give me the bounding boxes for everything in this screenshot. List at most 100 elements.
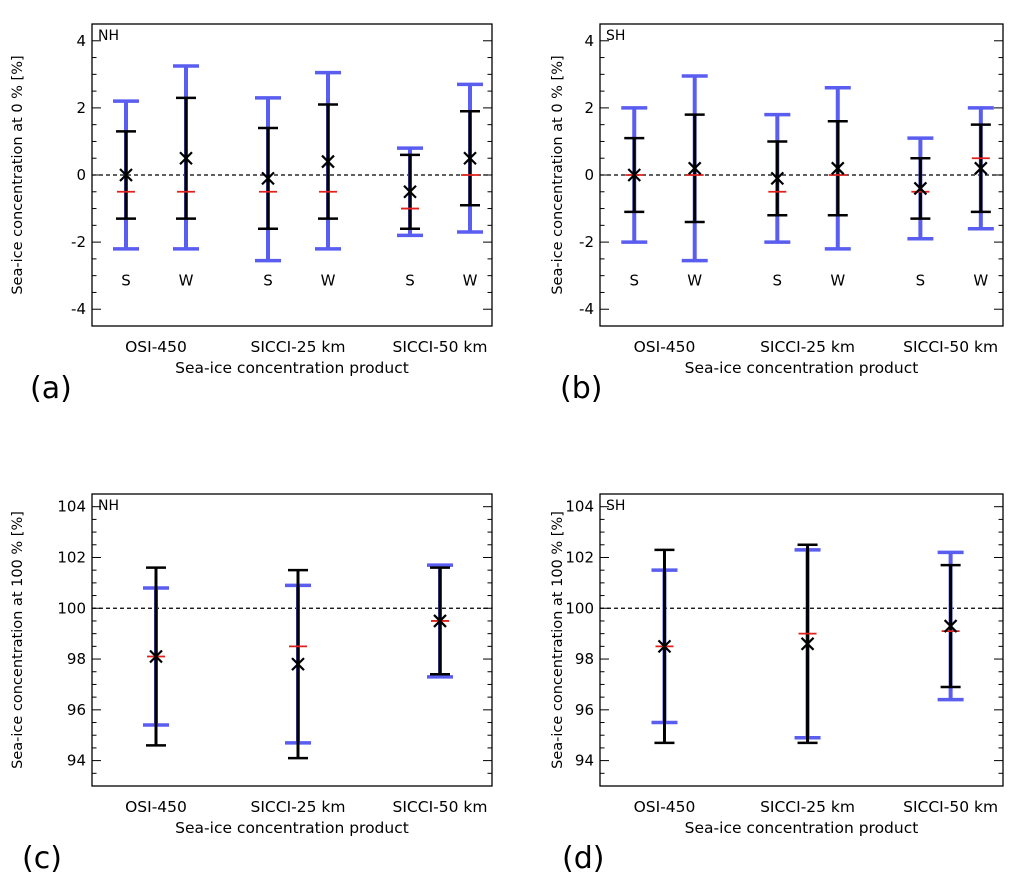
- x-axis-label: Sea-ice concentration product: [175, 819, 409, 837]
- y-tick-label: 96: [575, 701, 594, 719]
- mean-marker: [830, 161, 845, 176]
- panel-tag: (b): [560, 371, 602, 406]
- mean-marker: [179, 151, 193, 166]
- mean-marker: [149, 649, 163, 664]
- mean-marker: [943, 619, 958, 633]
- data-point: S: [621, 106, 648, 290]
- mean-marker: [433, 614, 447, 628]
- data-point: W: [967, 106, 994, 290]
- data-point: [285, 568, 311, 760]
- x-axis-label: Sea-ice concentration product: [685, 819, 919, 837]
- y-tick-label: 4: [584, 32, 594, 50]
- y-tick-label: 98: [67, 650, 86, 668]
- mean-marker: [657, 639, 672, 654]
- y-tick-label: 94: [67, 752, 86, 770]
- y-axis-label: Sea-ice concentration at 100 % [%]: [550, 511, 566, 769]
- x-category-label: SICCI-25 km: [251, 798, 346, 816]
- season-label: S: [773, 272, 783, 290]
- mean-marker: [687, 161, 702, 176]
- y-tick-label: -4: [71, 300, 86, 318]
- panel-tag: (a): [30, 371, 72, 406]
- mean-marker: [291, 657, 305, 671]
- season-label: W: [463, 272, 478, 290]
- panel-0: -4 -2 0 2 4 NH OSI-450 SICCI-25 km SICCI-50 km Se…: [10, 23, 493, 406]
- region-label: NH: [98, 498, 119, 514]
- y-axis-label: Sea-ice concentration at 0 % [%]: [550, 55, 566, 294]
- data-point: [794, 543, 821, 745]
- plot-frame: [91, 493, 493, 787]
- season-label: S: [121, 272, 131, 290]
- season-label: W: [321, 272, 336, 290]
- y-tick-label: 0: [76, 166, 86, 184]
- y-tick-label: 94: [575, 752, 594, 770]
- season-label: W: [973, 272, 988, 290]
- mean-marker: [463, 151, 477, 166]
- region-label: SH: [606, 28, 625, 44]
- y-tick-label: 102: [565, 548, 594, 566]
- data-point: [143, 566, 169, 747]
- x-category-label: SICCI-25 km: [760, 798, 855, 816]
- mean-marker: [321, 154, 335, 169]
- x-category-label: SICCI-25 km: [251, 338, 346, 356]
- y-tick-label: 96: [67, 701, 86, 719]
- season-label: S: [916, 272, 926, 290]
- y-tick-label: 4: [76, 32, 86, 50]
- panel-3: 94 96 98 100 102 104 SH OSI-450 SICCI-25 km SICCI…: [550, 493, 1004, 876]
- mean-marker: [403, 184, 417, 199]
- y-tick-label: 2: [76, 99, 86, 117]
- data-point: W: [315, 70, 341, 290]
- y-tick-label: 102: [57, 548, 86, 566]
- data-point: [937, 550, 964, 702]
- y-tick-label: -2: [71, 233, 86, 251]
- y-axis-label: Sea-ice concentration at 100 % [%]: [10, 511, 26, 769]
- season-label: W: [830, 272, 845, 290]
- mean-marker: [119, 168, 133, 182]
- x-axis-label: Sea-ice concentration product: [175, 359, 409, 377]
- region-label: SH: [606, 498, 625, 514]
- y-tick-label: 100: [57, 599, 86, 617]
- x-category-label: SICCI-25 km: [760, 338, 855, 356]
- region-label: NH: [98, 28, 119, 44]
- y-tick-label: 100: [565, 599, 594, 617]
- data-point: [427, 563, 453, 679]
- x-category-label: OSI-450: [634, 798, 696, 816]
- plot-frame: [599, 23, 1004, 327]
- data-point: W: [457, 82, 483, 290]
- mean-marker: [913, 181, 928, 196]
- data-point: [651, 548, 678, 745]
- data-point: W: [173, 64, 199, 290]
- panel-1: -4 -2 0 2 4 SH OSI-450 SICCI-25 km SICCI-50 km Se…: [550, 23, 1004, 406]
- x-category-label: OSI-450: [125, 338, 187, 356]
- x-category-label: SICCI-50 km: [903, 798, 998, 816]
- data-point: W: [681, 74, 708, 290]
- mean-marker: [974, 161, 988, 176]
- y-tick-label: -2: [579, 233, 594, 251]
- y-tick-label: 0: [584, 166, 594, 184]
- season-label: W: [179, 272, 194, 290]
- data-point: S: [397, 146, 423, 290]
- mean-marker: [800, 637, 815, 651]
- x-category-label: OSI-450: [125, 798, 187, 816]
- season-label: W: [687, 272, 702, 290]
- panel-tag: (d): [562, 841, 604, 876]
- y-tick-label: -4: [579, 300, 594, 318]
- plot-frame: [599, 493, 1004, 787]
- mean-marker: [627, 168, 642, 182]
- x-category-label: SICCI-50 km: [393, 338, 488, 356]
- x-axis-label: Sea-ice concentration product: [685, 359, 919, 377]
- y-axis-label: Sea-ice concentration at 0 % [%]: [10, 55, 26, 294]
- mean-marker: [770, 171, 785, 186]
- y-tick-label: 98: [575, 650, 594, 668]
- data-point: S: [255, 96, 281, 290]
- y-tick-label: 104: [565, 498, 594, 516]
- data-point: S: [113, 99, 139, 290]
- mean-marker: [261, 171, 275, 186]
- data-point: W: [824, 86, 851, 290]
- x-category-label: OSI-450: [634, 338, 696, 356]
- x-category-label: SICCI-50 km: [393, 798, 488, 816]
- data-point: S: [907, 136, 934, 290]
- y-tick-label: 104: [57, 498, 86, 516]
- season-label: S: [405, 272, 415, 290]
- panel-2: 94 96 98 100 102 104 NH OSI-450 SICCI-25 km SICCI…: [10, 493, 493, 876]
- x-category-label: SICCI-50 km: [903, 338, 998, 356]
